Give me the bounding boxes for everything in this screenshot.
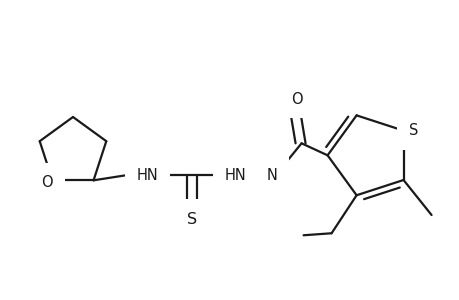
Text: O: O	[290, 92, 302, 107]
Text: N: N	[266, 168, 276, 183]
Text: S: S	[408, 123, 417, 138]
Text: HN: HN	[136, 168, 158, 183]
Text: O: O	[41, 175, 53, 190]
Text: S: S	[186, 212, 196, 227]
Text: HN: HN	[224, 168, 246, 183]
